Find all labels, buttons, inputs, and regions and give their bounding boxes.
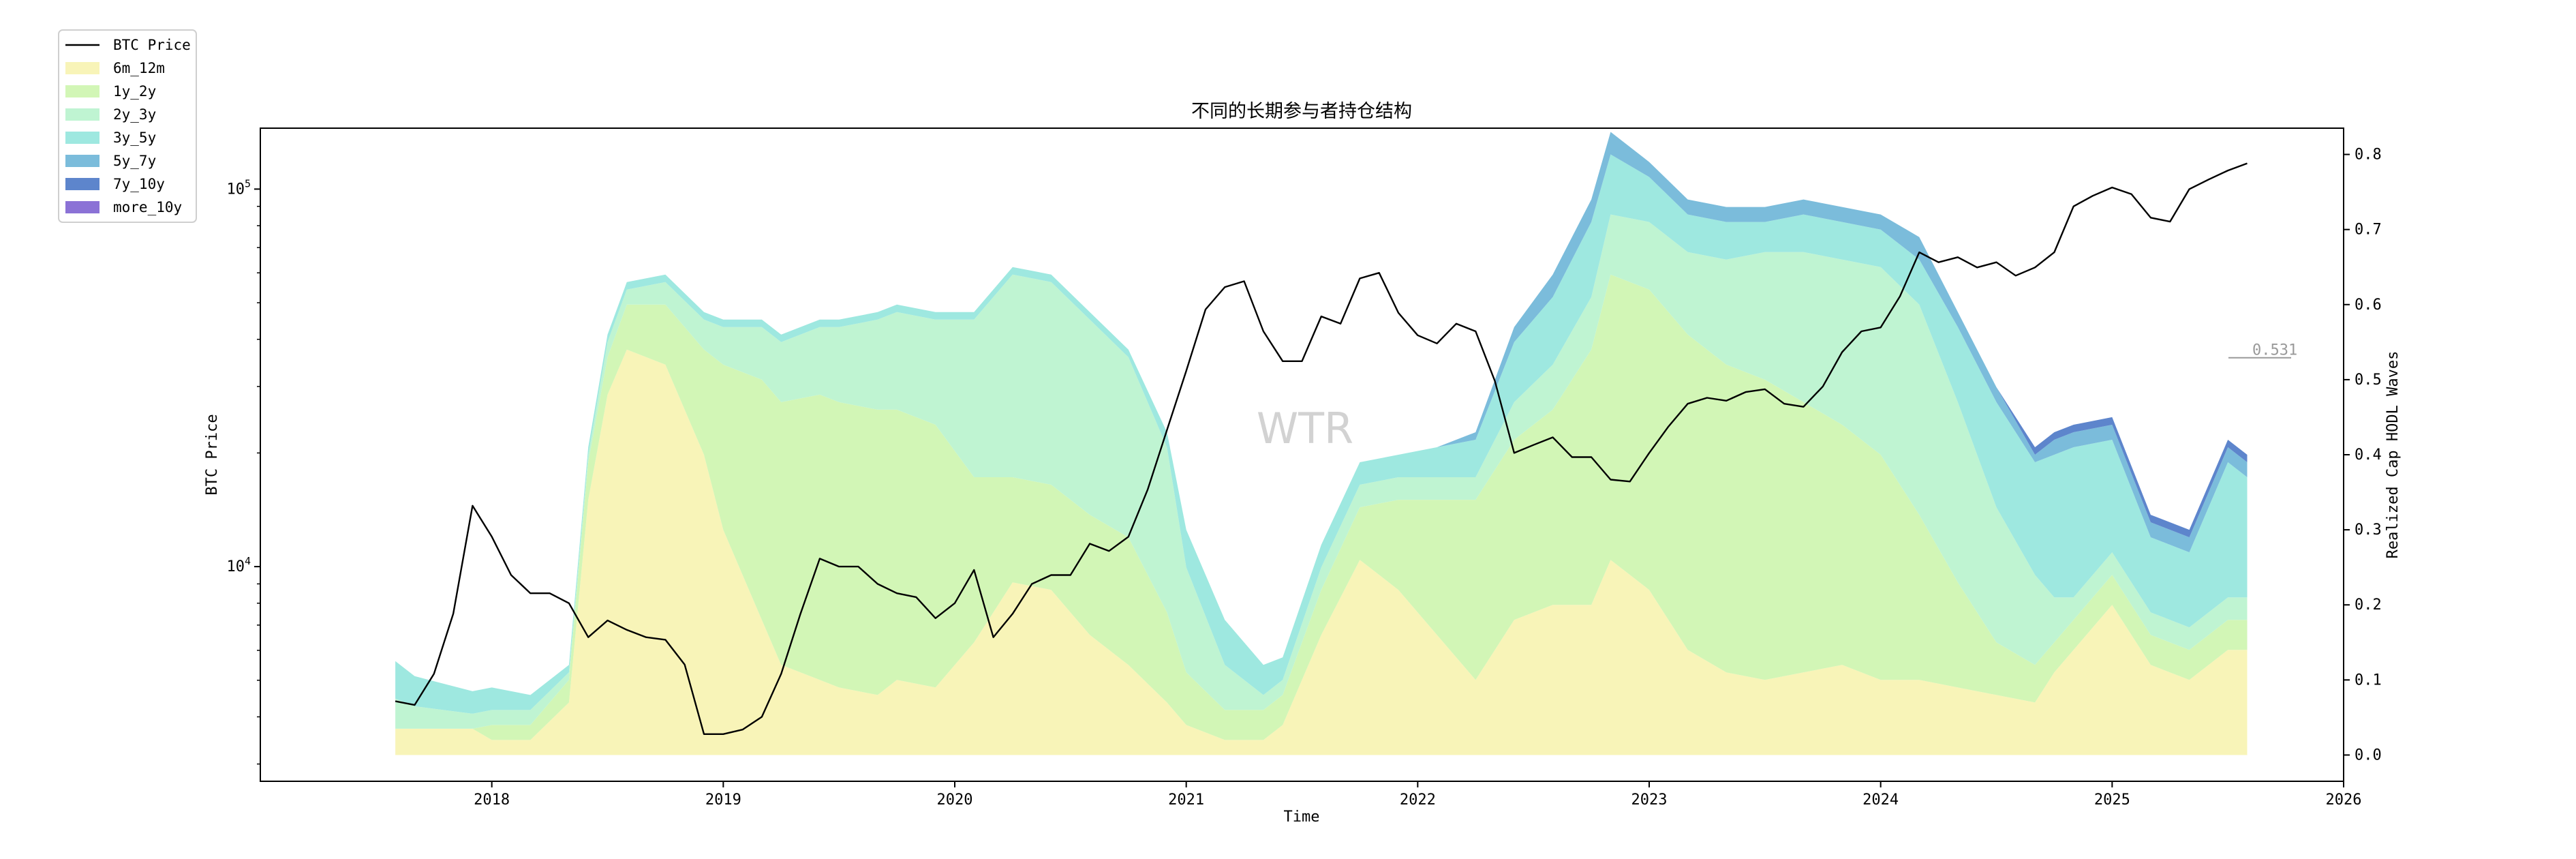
y-right-tick-label-0.8: 0.8 [2355, 147, 2382, 164]
right-axis-label: Realized Cap HODL Waves [2385, 351, 2402, 559]
legend-item-5y_7y: 5y_7y [65, 153, 156, 169]
legend-item-3y_5y: 3y_5y [65, 130, 156, 146]
y-right-tick-label-0.2: 0.2 [2355, 597, 2382, 614]
btc-price-line [395, 162, 2248, 735]
legend-label: BTC Price [113, 37, 191, 53]
hodl-wave-areas [395, 132, 2248, 755]
y-right-tick-label-0.1: 0.1 [2355, 672, 2382, 689]
legend-item-1y_2y: 1y_2y [65, 83, 156, 100]
watermark: WTR [1257, 404, 1353, 453]
legend-item-BTC Price: BTC Price [65, 37, 191, 53]
legend-swatch [65, 155, 99, 167]
left-axis-ticks: 104 105 [226, 177, 260, 765]
x-tick-label-2025: 2025 [2094, 792, 2130, 809]
x-tick-label-2024: 2024 [1862, 792, 1899, 809]
legend-swatch [65, 62, 99, 74]
legend-item-6m_12m: 6m_12m [65, 60, 165, 76]
x-axis-ticks: 2018 2019 2020 2021 2022 2023 2024 2025 2026 [474, 781, 2361, 809]
legend-swatch [65, 132, 99, 144]
annotation-0531: 0.531 [2228, 342, 2297, 359]
legend-label: 5y_7y [113, 153, 156, 169]
x-tick-label-2022: 2022 [1400, 792, 1436, 809]
y-right-tick-label-0.7: 0.7 [2355, 222, 2382, 239]
x-tick-label-2023: 2023 [1631, 792, 1668, 809]
legend-swatch [65, 85, 99, 97]
legend-label: 6m_12m [113, 60, 165, 76]
x-tick-label-2019: 2019 [705, 792, 741, 809]
y-right-tick-label-0.6: 0.6 [2355, 297, 2382, 314]
chart-title: 不同的长期参与者持仓结构 [1191, 101, 1412, 122]
legend-label: 2y_3y [113, 106, 156, 123]
annotation-label: 0.531 [2252, 342, 2297, 359]
legend-label: 7y_10y [113, 176, 165, 192]
y-left-tick-label: 104 [226, 555, 251, 575]
x-tick-label-2026: 2026 [2326, 792, 2362, 809]
legend-item-2y_3y: 2y_3y [65, 106, 156, 123]
x-tick-label-2018: 2018 [474, 792, 510, 809]
y-right-tick-label-0.4: 0.4 [2355, 447, 2382, 464]
area-2y_3y [395, 214, 2248, 729]
x-axis-label: Time [1284, 809, 1320, 826]
left-axis-label: BTC Price [204, 414, 221, 495]
y-right-tick-label-0.5: 0.5 [2355, 372, 2382, 389]
area-6m_12m [395, 349, 2248, 755]
x-tick-label-2021: 2021 [1168, 792, 1204, 809]
x-tick-label-2020: 2020 [937, 792, 973, 809]
area-1y_2y [395, 274, 2248, 740]
legend-label: 3y_5y [113, 130, 156, 146]
legend-item-7y_10y: 7y_10y [65, 176, 165, 192]
legend-swatch [65, 201, 99, 213]
legend-swatch [65, 178, 99, 190]
legend-item-more_10y: more_10y [65, 199, 182, 215]
y-right-tick-label-0.3: 0.3 [2355, 522, 2382, 539]
legend: BTC Price 6m_12m 1y_2y 2y_3y 3y_5y 5y_7y 7y_10… [58, 29, 197, 223]
legend-swatch [65, 108, 99, 121]
btc-price-series [395, 162, 2248, 735]
legend-label: 1y_2y [113, 83, 156, 100]
right-axis-ticks: 0.0 0.1 0.2 0.3 0.4 0.5 0.6 0.7 0.8 [2344, 147, 2382, 764]
legend-label: more_10y [113, 199, 182, 215]
y-right-tick-label-0.0: 0.0 [2355, 747, 2382, 764]
y-left-tick-label: 105 [226, 177, 251, 198]
